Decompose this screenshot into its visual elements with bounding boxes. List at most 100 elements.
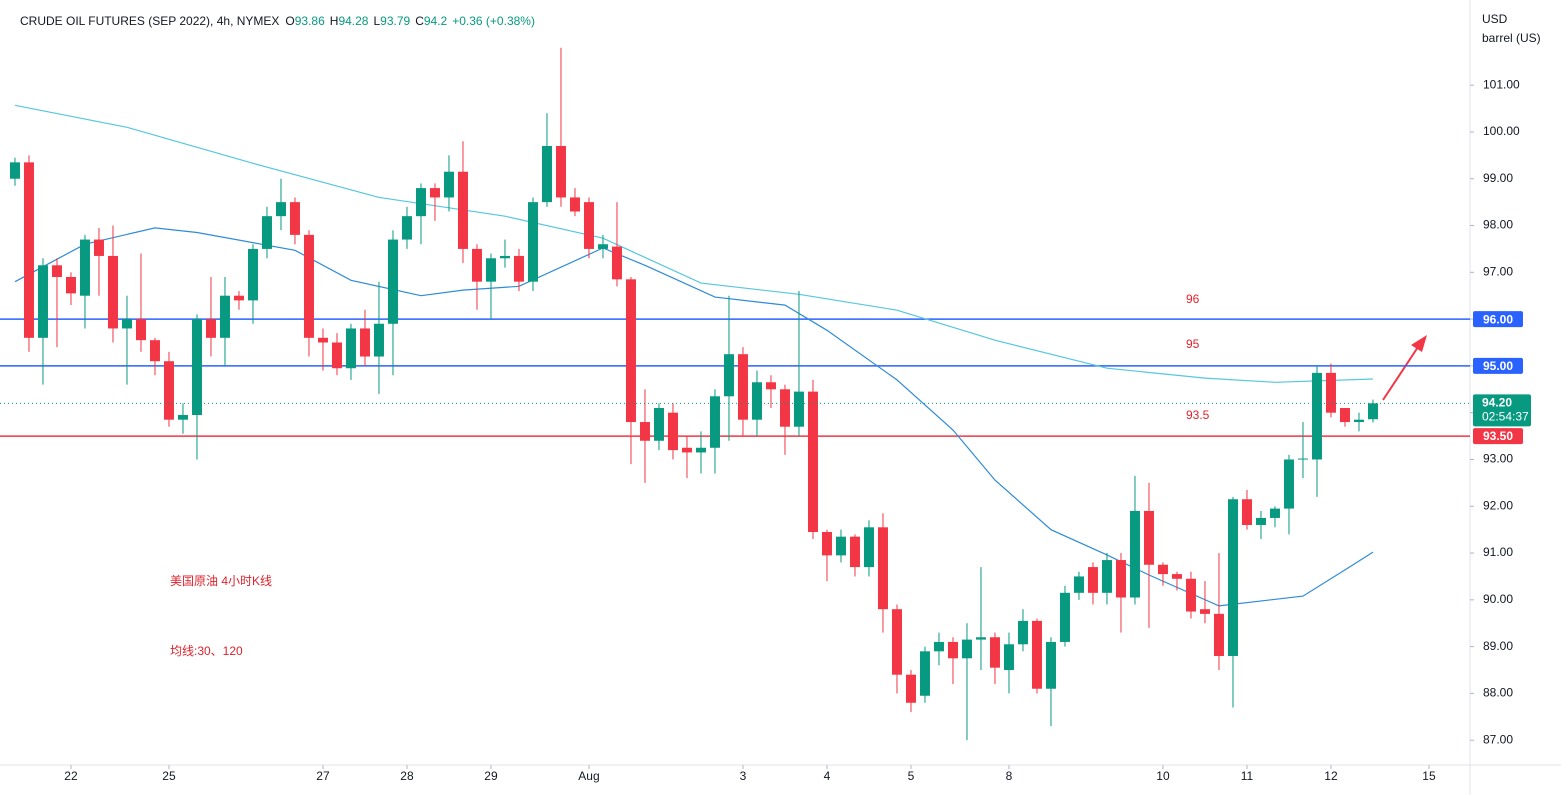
candle-body xyxy=(471,248,482,282)
ohlc-value: 94.28 xyxy=(338,14,368,28)
candle-body xyxy=(233,295,244,301)
candle-body xyxy=(485,258,496,282)
candle-body xyxy=(121,319,132,329)
y-tick-label: 99.00 xyxy=(1483,171,1513,185)
annotation: 93.5 xyxy=(1186,408,1210,422)
candle-body xyxy=(247,248,258,301)
candle-body xyxy=(737,354,748,420)
candle-body xyxy=(1325,372,1336,413)
candle-body xyxy=(905,674,916,703)
ohlc-value: 94.2 xyxy=(424,14,448,28)
candle-body xyxy=(863,527,874,568)
candle-body xyxy=(51,265,62,277)
candle-body xyxy=(891,609,902,675)
price-label-box xyxy=(1473,428,1523,445)
annotation: 95 xyxy=(1186,337,1200,351)
moving-average xyxy=(14,227,1374,607)
candle-body xyxy=(1045,641,1056,689)
candle-body xyxy=(65,276,76,294)
candle-body xyxy=(835,536,846,556)
x-tick-label: 8 xyxy=(1006,769,1013,783)
y-tick-label: 89.00 xyxy=(1483,639,1513,653)
candle-body xyxy=(457,171,468,249)
y-tick-label: 92.00 xyxy=(1483,498,1513,512)
x-tick-label: 12 xyxy=(1324,769,1338,783)
annotation: 美国原油 4小时K线 xyxy=(170,574,272,588)
x-tick-label: 28 xyxy=(400,769,414,783)
candle-body xyxy=(23,162,34,338)
annotation: 均线:30、120 xyxy=(170,644,243,658)
x-tick-label: 27 xyxy=(316,769,330,783)
y-tick-label: 88.00 xyxy=(1483,686,1513,700)
candle-body xyxy=(807,391,818,532)
candle-body xyxy=(723,354,734,397)
ohlc-label: O xyxy=(285,14,294,28)
annotation: 96 xyxy=(1186,292,1200,306)
price-label-box xyxy=(1473,311,1523,328)
price-label-box xyxy=(1473,357,1523,374)
candle-body xyxy=(555,145,566,198)
candle-body xyxy=(1115,560,1126,598)
candle-body xyxy=(1087,567,1098,593)
candle-body xyxy=(1269,508,1280,518)
candle-body xyxy=(149,340,160,362)
candle-body xyxy=(1227,499,1238,656)
candle-body xyxy=(919,651,930,696)
candle-body xyxy=(1353,419,1364,423)
ohlc-values: O93.86 H94.28 L93.79 C94.2 xyxy=(285,14,447,28)
candle-body xyxy=(695,447,706,453)
candle-body xyxy=(1297,458,1308,460)
y-tick-label: 97.00 xyxy=(1483,264,1513,278)
y-tick-label: 90.00 xyxy=(1483,592,1513,606)
candle-body xyxy=(1213,613,1224,656)
candle-body xyxy=(289,202,300,235)
candle-body xyxy=(429,188,440,198)
candle-body xyxy=(639,422,650,441)
arrow xyxy=(1382,335,1427,401)
candle-body xyxy=(961,639,972,659)
candle-body xyxy=(1003,644,1014,671)
candle-body xyxy=(793,391,804,427)
price-label: 95.00 xyxy=(1483,359,1513,373)
candle-body xyxy=(625,279,636,423)
last-price-box xyxy=(1473,394,1531,427)
candle-body xyxy=(1101,560,1112,593)
candle-body xyxy=(653,408,664,441)
price-label: 93.50 xyxy=(1483,429,1513,443)
moving-average xyxy=(14,104,1374,383)
candle-body xyxy=(1255,517,1266,525)
candle-body xyxy=(261,216,272,249)
candle-body xyxy=(499,255,510,259)
candle-body xyxy=(751,382,762,420)
candle-body xyxy=(681,447,692,453)
candle-body xyxy=(1017,620,1028,645)
candle-body xyxy=(947,641,958,659)
candle-body xyxy=(415,188,426,217)
candle-body xyxy=(933,641,944,652)
x-tick-label: 10 xyxy=(1156,769,1170,783)
price-label: 96.00 xyxy=(1483,312,1513,326)
candle-body xyxy=(1171,574,1182,579)
chart-title: CRUDE OIL FUTURES (SEP 2022), 4h, NYMEX xyxy=(20,14,279,28)
x-tick-label: 15 xyxy=(1422,769,1436,783)
candle-body xyxy=(9,162,20,179)
x-tick-label: 5 xyxy=(908,769,915,783)
candle-body xyxy=(849,536,860,568)
candle-body xyxy=(779,389,790,427)
candle-body xyxy=(205,319,216,338)
candle-body xyxy=(541,145,552,203)
x-tick-label: 25 xyxy=(162,769,176,783)
candle-body xyxy=(331,342,342,369)
candle-body xyxy=(373,323,384,357)
candle-body xyxy=(345,328,356,369)
candle-body xyxy=(877,527,888,610)
y-tick-label: 91.00 xyxy=(1483,545,1513,559)
candle-body xyxy=(569,197,580,212)
change: +0.36 (+0.38%) xyxy=(452,14,535,28)
candle-body xyxy=(1339,408,1350,423)
header: CRUDE OIL FUTURES (SEP 2022), 4h, NYMEX O… xyxy=(20,14,535,28)
candle-body xyxy=(135,319,146,341)
unit: barrel (US) xyxy=(1482,31,1541,45)
x-tick-label: 29 xyxy=(484,769,498,783)
candle-body xyxy=(93,239,104,256)
